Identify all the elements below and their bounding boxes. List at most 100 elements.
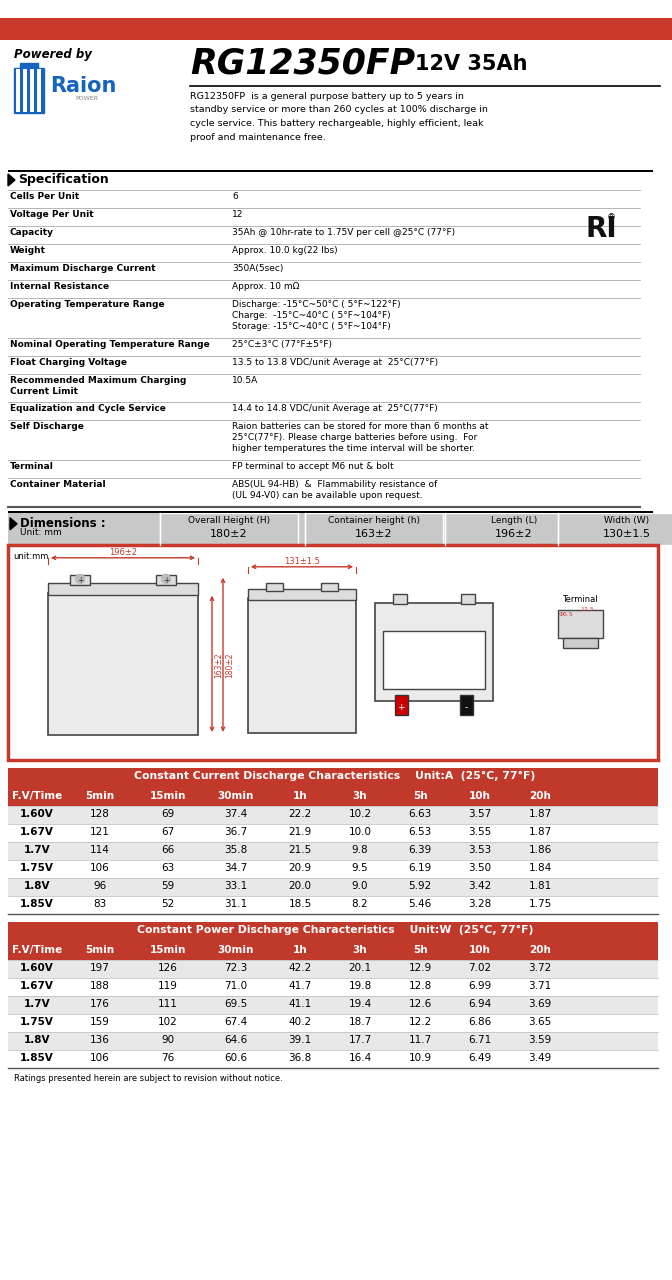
Bar	[48, 593, 198, 735]
Text: 3.53: 3.53	[468, 845, 492, 855]
Text: Container Material: Container Material	[10, 480, 106, 489]
Text: 5h: 5h	[413, 791, 427, 801]
Text: unit:mm: unit:mm	[13, 552, 48, 561]
Text: Internal Resistance: Internal Resistance	[10, 282, 109, 291]
Text: Storage: -15°C~40°C ( 5°F~104°F): Storage: -15°C~40°C ( 5°F~104°F)	[232, 323, 390, 332]
Text: Dimensions :: Dimensions :	[20, 517, 106, 530]
Circle shape	[75, 575, 85, 584]
Text: 40.2: 40.2	[288, 1016, 312, 1027]
Text: RI: RI	[585, 215, 617, 243]
Text: FP terminal to accept M6 nut & bolt: FP terminal to accept M6 nut & bolt	[232, 462, 394, 471]
Text: Unit: mm: Unit: mm	[20, 527, 62, 536]
Text: 196±2: 196±2	[109, 548, 137, 557]
Text: 114: 114	[90, 845, 110, 855]
Text: Length (L): Length (L)	[491, 516, 537, 525]
Text: 6.99: 6.99	[468, 980, 492, 991]
Text: 111: 111	[158, 998, 178, 1009]
Bar	[0, 40, 672, 170]
Bar	[8, 860, 658, 878]
Text: 1.60V: 1.60V	[20, 963, 54, 973]
Bar	[558, 609, 603, 637]
Text: 1.75: 1.75	[528, 899, 552, 909]
Text: 15min: 15min	[150, 791, 186, 801]
Text: 9.0: 9.0	[351, 881, 368, 891]
Text: 3.65: 3.65	[528, 1016, 552, 1027]
Bar	[8, 878, 658, 896]
Text: Overall Height (H): Overall Height (H)	[188, 516, 270, 525]
Text: Raion batteries can be stored for more than 6 months at: Raion batteries can be stored for more t…	[232, 422, 489, 431]
Text: 31.1: 31.1	[224, 899, 247, 909]
Text: 18.7: 18.7	[348, 1016, 372, 1027]
Text: 36.7: 36.7	[224, 827, 247, 837]
Text: 15min: 15min	[150, 945, 186, 955]
Text: 5h: 5h	[413, 945, 427, 955]
Bar	[8, 513, 653, 545]
Text: 102: 102	[158, 1016, 178, 1027]
Bar	[563, 637, 598, 648]
Text: 19.4: 19.4	[348, 998, 372, 1009]
Text: Charge:  -15°C~40°C ( 5°F~104°F): Charge: -15°C~40°C ( 5°F~104°F)	[232, 311, 390, 320]
Text: 20h: 20h	[529, 791, 551, 801]
Polygon shape	[10, 518, 17, 530]
Bar	[8, 824, 658, 842]
Text: 67.4: 67.4	[224, 1016, 247, 1027]
Text: Cells Per Unit: Cells Per Unit	[10, 192, 79, 201]
Text: 25°C±3°C (77°F±5°F): 25°C±3°C (77°F±5°F)	[232, 339, 332, 348]
Text: 106: 106	[90, 1053, 110, 1062]
Text: 52: 52	[161, 899, 175, 909]
Text: Raion: Raion	[50, 76, 116, 96]
Bar	[248, 589, 356, 600]
Text: 8.2: 8.2	[351, 899, 368, 909]
Text: 3.69: 3.69	[528, 998, 552, 1009]
Text: Ratings presented herein are subject to revision without notice.: Ratings presented herein are subject to …	[14, 1074, 283, 1083]
Text: 12.5: 12.5	[580, 607, 594, 612]
Text: RG12350FP  is a general purpose battery up to 5 years in: RG12350FP is a general purpose battery u…	[190, 92, 464, 101]
Text: 3.71: 3.71	[528, 980, 552, 991]
Text: 35Ah @ 10hr-rate to 1.75V per cell @25°C (77°F): 35Ah @ 10hr-rate to 1.75V per cell @25°C…	[232, 228, 455, 237]
Bar	[70, 575, 90, 585]
Text: -: -	[464, 703, 468, 712]
Text: 1.81: 1.81	[528, 881, 552, 891]
Text: 1.85V: 1.85V	[20, 1053, 54, 1062]
Text: (UL 94-V0) can be available upon request.: (UL 94-V0) can be available upon request…	[232, 492, 423, 500]
Text: 5.46: 5.46	[409, 899, 431, 909]
Text: Discharge: -15°C~50°C ( 5°F~122°F): Discharge: -15°C~50°C ( 5°F~122°F)	[232, 300, 401, 308]
Text: 22.2: 22.2	[288, 809, 312, 819]
Text: Terminal: Terminal	[10, 462, 54, 471]
Text: 72.3: 72.3	[224, 963, 247, 973]
Bar	[30, 69, 34, 111]
Bar	[16, 69, 20, 111]
Text: 42.2: 42.2	[288, 963, 312, 973]
Text: 67: 67	[161, 827, 175, 837]
Bar	[460, 695, 473, 714]
Text: 3h: 3h	[353, 791, 368, 801]
Text: 6.39: 6.39	[409, 845, 431, 855]
Text: 96: 96	[93, 881, 107, 891]
Text: Voltage Per Unit: Voltage Per Unit	[10, 210, 93, 219]
Text: 6.53: 6.53	[409, 827, 431, 837]
Text: 69: 69	[161, 809, 175, 819]
Text: 64.6: 64.6	[224, 1034, 247, 1044]
Text: 6.94: 6.94	[468, 998, 492, 1009]
Text: 10.2: 10.2	[349, 809, 372, 819]
Text: 7.02: 7.02	[468, 963, 491, 973]
Text: 3.57: 3.57	[468, 809, 492, 819]
Text: 9.8: 9.8	[351, 845, 368, 855]
Text: 12.2: 12.2	[409, 1016, 431, 1027]
Text: Φ6.5: Φ6.5	[559, 612, 574, 617]
Text: 131±1.5: 131±1.5	[284, 557, 320, 566]
Text: 34.7: 34.7	[224, 863, 247, 873]
Text: 39.1: 39.1	[288, 1034, 312, 1044]
Text: Self Discharge: Self Discharge	[10, 422, 84, 431]
Text: Capacity: Capacity	[10, 228, 54, 237]
Text: 6.63: 6.63	[409, 809, 431, 819]
Text: 12.6: 12.6	[409, 998, 431, 1009]
Text: 159: 159	[90, 1016, 110, 1027]
Text: ®: ®	[607, 212, 616, 221]
Text: 17.7: 17.7	[348, 1034, 372, 1044]
Text: Operating Temperature Range: Operating Temperature Range	[10, 300, 165, 308]
Text: 11.7: 11.7	[409, 1034, 431, 1044]
Text: 21.5: 21.5	[288, 845, 312, 855]
Text: F.V/Time: F.V/Time	[12, 945, 62, 955]
Text: 10.5A: 10.5A	[232, 375, 258, 384]
